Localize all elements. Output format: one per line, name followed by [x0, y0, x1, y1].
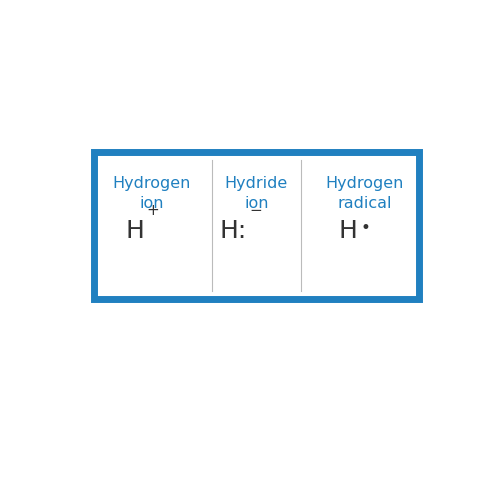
Text: H: H [126, 220, 144, 244]
Text: −: − [250, 202, 262, 218]
FancyBboxPatch shape [94, 152, 419, 298]
Text: Hydrogen
ion: Hydrogen ion [112, 176, 191, 211]
Text: •: • [360, 218, 370, 236]
Text: Hydride
ion: Hydride ion [224, 176, 288, 211]
Text: H:: H: [220, 220, 246, 244]
Text: Hydrogen
radical: Hydrogen radical [326, 176, 404, 211]
Text: H: H [339, 220, 358, 244]
Text: +: + [146, 202, 159, 218]
